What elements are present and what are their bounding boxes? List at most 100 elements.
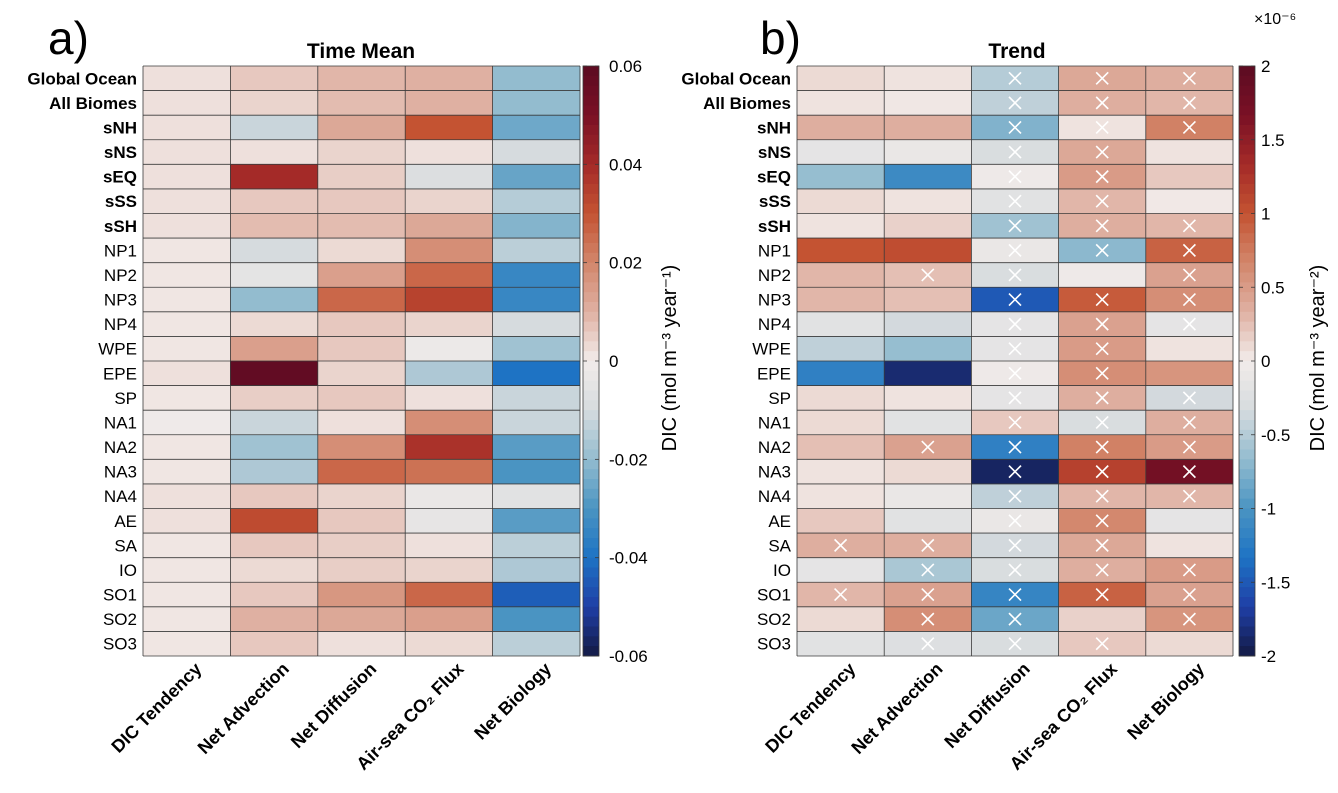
colorbar-segment xyxy=(1239,429,1255,441)
significance-x-mark xyxy=(1182,71,1196,85)
significance-x-mark xyxy=(1008,145,1022,159)
significance-x-mark xyxy=(1008,243,1022,257)
colorbar-segment xyxy=(583,282,599,293)
colorbar-segment xyxy=(583,184,599,195)
heatmap-cell-na3-dic-tendency xyxy=(143,459,231,484)
colorbar-segment xyxy=(1239,115,1255,126)
row-label-ssh: sSH xyxy=(104,217,137,236)
heatmap-cell-np4-dic-tendency xyxy=(797,311,885,337)
heatmap-cell-sa-air-sea-co-flux xyxy=(405,533,493,558)
significance-x-mark xyxy=(1095,587,1109,602)
colorbar-segment xyxy=(583,125,599,136)
heatmap-cell-so2-air-sea-co-flux xyxy=(405,606,493,632)
colorbar-segment xyxy=(583,262,599,273)
chart-title-time-mean: Time Mean xyxy=(307,40,415,63)
colorbar: -0.06 -0.04 -0.02 0 0.02 0.04 0.06 xyxy=(582,57,648,666)
row-label-all-biomes: All Biomes xyxy=(703,94,791,113)
heatmap-cell-sss-dic-tendency xyxy=(143,188,231,214)
heatmap-cell-sp-dic-tendency xyxy=(143,385,231,411)
significance-x-mark xyxy=(1008,71,1022,85)
heatmap-cell-sss-net-advection xyxy=(230,188,318,214)
heatmap-cell-np2-dic-tendency xyxy=(143,262,231,288)
significance-x-mark xyxy=(1008,415,1022,430)
row-label-na4: NA4 xyxy=(758,487,791,506)
heatmap-cell-np4-net-advection xyxy=(884,311,972,337)
significance-x-mark xyxy=(1008,514,1022,528)
colorbar-segment xyxy=(583,370,599,382)
colorbar-tick-label: 0 xyxy=(1261,352,1270,371)
heatmap-cell-np4-dic-tendency xyxy=(143,311,231,337)
heatmap-cell-wpe-net-biology xyxy=(1145,336,1233,361)
heatmap-cell-sp-net-biology xyxy=(492,385,580,411)
colorbar-segment xyxy=(1239,252,1255,264)
row-label-np4: NP4 xyxy=(758,315,791,334)
heatmap-cell-ae-dic-tendency xyxy=(797,508,885,534)
heatmap-cell-sns-air-sea-co-flux xyxy=(405,139,493,165)
colorbar-tick-label: -0.06 xyxy=(609,647,648,666)
colorbar-segment xyxy=(1239,213,1255,224)
colorbar-segment xyxy=(1239,351,1255,362)
colorbar-segment xyxy=(583,272,599,283)
row-label-sss: sSS xyxy=(759,192,791,211)
heatmap-cell-wpe-net-advection xyxy=(884,336,972,361)
heatmap-cell-np2-net-biology xyxy=(492,262,580,288)
colorbar-tick-label: -1 xyxy=(1261,500,1276,519)
heatmap-cell-sns-dic-tendency xyxy=(797,139,885,165)
column-label-net-diffusion: Net Diffusion xyxy=(287,659,380,752)
column-label-net-diffusion: Net Diffusion xyxy=(940,659,1033,752)
heatmap-cell-seq-net-advection xyxy=(884,164,972,189)
panel-trend: b) Trend Global Ocean All Biomes sNH sNS sEQ… xyxy=(681,11,1329,774)
colorbar-segment xyxy=(583,528,599,539)
heatmap-cell-so2-net-biology xyxy=(492,606,580,632)
heatmap-cell-np3-dic-tendency xyxy=(797,287,885,312)
colorbar-segment xyxy=(583,144,599,155)
colorbar-segment xyxy=(583,341,599,352)
row-label-ae: AE xyxy=(114,512,137,531)
heatmap-cell-snh-net-biology xyxy=(492,115,580,140)
significance-x-mark xyxy=(1182,415,1196,430)
heatmap-cell-np2-net-advection xyxy=(230,262,318,288)
colorbar-segment xyxy=(1239,184,1255,195)
colorbar-segment xyxy=(1239,420,1255,431)
heatmap-cell-so2-dic-tendency xyxy=(143,606,231,632)
heatmap-cell-na1-net-biology xyxy=(492,410,580,435)
significance-x-mark xyxy=(1008,219,1022,233)
heatmap-cell-na2-dic-tendency xyxy=(797,434,885,460)
panel-time-mean: a) Time Mean Global Ocean All Biomes sNH sN… xyxy=(27,12,681,774)
heatmap-cell-ae-net-advection xyxy=(230,508,318,534)
significance-x-mark xyxy=(1095,465,1109,479)
chart-title-trend: Trend xyxy=(988,40,1045,63)
colorbar-segment xyxy=(583,616,599,627)
row-labels: Global Ocean All Biomes sNH sNS sEQ sSS sSH NP1… xyxy=(681,69,791,653)
colorbar-segment xyxy=(583,410,599,421)
heatmap-cell-ssh-air-sea-co-flux xyxy=(405,213,493,239)
colorbar-segment xyxy=(1239,361,1255,372)
significance-x-mark xyxy=(921,268,935,282)
heatmap-cell-so1-dic-tendency xyxy=(143,582,231,607)
row-label-so2: SO2 xyxy=(757,610,791,629)
colorbar-segment xyxy=(583,223,599,234)
colorbar-segment xyxy=(583,134,599,146)
significance-x-mark xyxy=(1095,391,1109,405)
colorbar-segment xyxy=(1239,646,1255,657)
row-label-so3: SO3 xyxy=(103,635,137,654)
colorbar-segment xyxy=(583,213,599,224)
heatmap-cell-na4-dic-tendency xyxy=(143,483,231,509)
colorbar-segment xyxy=(583,331,599,342)
heatmap-cell-global-ocean-net-advection xyxy=(230,66,318,91)
heatmap-cell-global-ocean-net-advection xyxy=(884,66,972,91)
colorbar-tick-label: -0.04 xyxy=(609,549,648,568)
significance-x-mark xyxy=(1182,612,1196,626)
heatmap-cell-ssh-dic-tendency xyxy=(797,213,885,239)
heatmap-cell-so3-net-diffusion xyxy=(317,631,406,656)
heatmap-cell-ae-net-biology xyxy=(492,508,580,534)
colorbar-tick-label: 0 xyxy=(609,352,618,371)
colorbar-segment xyxy=(1239,262,1255,273)
colorbar-segment xyxy=(1239,302,1255,313)
colorbar-segment xyxy=(583,488,599,500)
row-label-np1: NP1 xyxy=(758,241,791,260)
colorbar-segment xyxy=(583,351,599,362)
heatmap-cell-snh-dic-tendency xyxy=(797,115,885,140)
heatmap-cell-all-biomes-net-biology xyxy=(492,90,580,116)
